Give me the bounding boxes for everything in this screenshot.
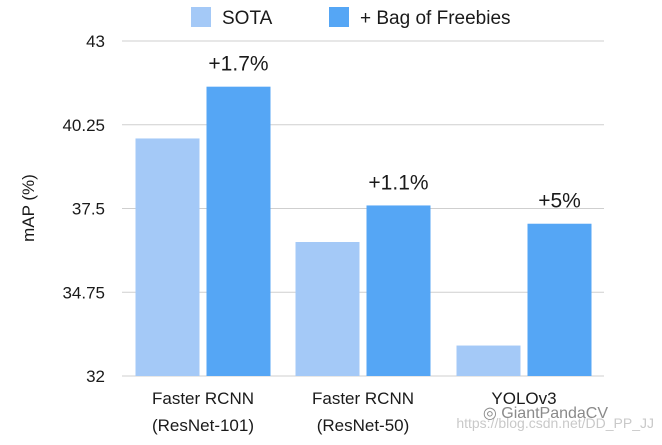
watermark-url: https://blog.csdn.net/DD_PP_JJ	[456, 415, 654, 431]
legend-swatch	[191, 7, 211, 27]
watermark-brand-text: GiantPandaCV	[501, 405, 609, 422]
bar-freebies	[366, 205, 431, 376]
y-tick-label: 37.5	[72, 200, 105, 219]
legend: SOTA + Bag of Freebies	[191, 7, 511, 29]
y-tick-label: 34.75	[62, 283, 105, 302]
x-tick-label: Faster RCNN	[312, 389, 414, 408]
bar-freebies	[527, 223, 592, 376]
bars	[135, 86, 592, 376]
bar-sota	[456, 345, 521, 376]
y-axis-title: mAP (%)	[19, 174, 38, 242]
x-tick-label: (ResNet-101)	[152, 416, 254, 435]
x-tick-label: YOLOv3	[491, 389, 556, 408]
x-axis: Faster RCNN (ResNet-101) Faster RCNN (ResNe…	[152, 389, 557, 435]
bar-freebies	[206, 86, 271, 376]
bar-sota	[295, 242, 360, 376]
y-tick-label: 40.25	[62, 116, 105, 135]
legend-label: + Bag of Freebies	[360, 8, 511, 29]
legend-swatch	[329, 7, 349, 27]
watermark: https://blog.csdn.net/DD_PP_JJ ◎ GiantPa…	[456, 405, 654, 433]
y-tick-label: 43	[86, 32, 105, 51]
x-tick-label: Faster RCNN	[152, 389, 254, 408]
y-axis: 32 34.75 37.5 40.25 43	[62, 32, 105, 386]
bar-sota	[135, 138, 200, 376]
data-label: +1.1%	[368, 171, 428, 194]
grid	[122, 40, 604, 377]
x-tick-label: (ResNet-50)	[317, 416, 410, 435]
data-label: +1.7%	[208, 53, 268, 76]
watermark-brand: ◎ GiantPandaCV	[482, 405, 609, 422]
y-tick-label: 32	[86, 367, 105, 386]
legend-label: SOTA	[222, 8, 273, 29]
annotations: +1.7% +1.1% +5%	[208, 53, 580, 213]
data-label: +5%	[538, 190, 581, 213]
